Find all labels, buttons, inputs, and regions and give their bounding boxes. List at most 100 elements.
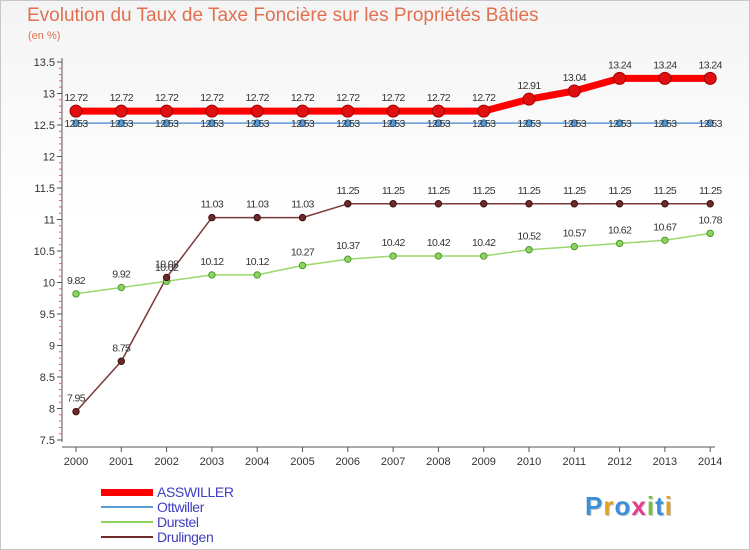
data-label-durstel: 10.12 [246,256,270,268]
proxiti-logo: Proxiti [585,491,673,522]
data-label-asswiller: 12.72 [427,92,451,104]
unit-label: (en %) [28,30,61,42]
data-point-drulingen [615,200,624,208]
data-point-durstel [480,252,488,260]
data-point-durstel [253,271,261,279]
data-point-durstel [298,261,307,270]
x-tick-label: 2000 [64,456,88,468]
data-point-drulingen [117,357,126,365]
data-point-durstel [117,283,126,292]
data-point-asswiller [160,104,174,118]
data-label-asswiller: 12.72 [155,92,179,104]
data-point-drulingen [253,213,261,222]
x-tick-label: 2013 [653,456,677,468]
data-point-drulingen [389,200,397,208]
x-tick-label: 2004 [245,456,269,468]
data-point-durstel [208,271,216,279]
data-label-durstel: 10.02 [155,262,179,274]
logo-letter: r [603,491,615,521]
data-label-asswiller: 13.24 [699,59,723,71]
data-point-asswiller [386,104,400,118]
y-tick-label: 8.5 [40,372,55,384]
data-label-drulingen: 11.03 [291,199,314,211]
data-label-drulingen: 10.08 [155,258,179,270]
data-point-drulingen [434,200,443,208]
data-point-drulingen [298,213,307,222]
data-point-asswiller [522,92,536,106]
legend-label-asswiller: ASSWILLER [157,484,234,500]
data-label-ottwiller: 12.53 [291,118,315,130]
data-label-durstel: 10.42 [381,237,405,249]
data-label-ottwiller: 12.53 [110,118,134,130]
y-tick-label: 13 [43,89,55,101]
y-tick-label: 12.5 [34,120,55,132]
data-label-durstel: 10.27 [291,246,315,258]
data-label-durstel: 10.57 [563,228,587,240]
data-label-ottwiller: 12.53 [381,118,405,130]
data-label-ottwiller: 12.53 [200,118,224,130]
x-tick-label: 2014 [698,456,722,468]
data-point-ottwiller [344,119,352,127]
x-tick-label: 2005 [290,456,314,468]
x-tick-label: 2010 [517,456,541,468]
series-points [69,71,717,416]
logo-letter: t [655,491,665,521]
logo-letter: P [585,491,604,521]
logo-letter: o [614,491,632,521]
data-label-ottwiller: 12.53 [427,118,451,130]
x-tick-label: 2003 [200,456,224,468]
data-label-ottwiller: 12.53 [155,118,179,130]
data-label-ottwiller: 12.53 [563,118,587,130]
data-label-durstel: 9.92 [112,269,131,281]
data-point-ottwiller [253,119,261,127]
data-label-asswiller: 12.72 [291,92,315,104]
data-label-ottwiller: 12.53 [336,118,360,130]
y-tick-label: 10 [43,278,55,290]
data-label-durstel: 10.37 [336,240,360,252]
data-label-asswiller: 12.72 [200,92,224,104]
data-point-asswiller [431,104,445,118]
data-labels: 12.53 12.53 12.53 12.53 12.53 12.53 12.53 12.53… [64,59,723,405]
data-label-drulingen: 11.25 [654,185,677,197]
data-label-durstel: 10.42 [427,237,451,249]
data-point-durstel [434,252,443,260]
y-tick-label: 9.5 [40,309,55,321]
data-label-ottwiller: 12.53 [653,118,677,130]
data-point-asswiller [250,104,264,118]
legend-label-ottwiller: Ottwiller [157,499,204,515]
data-point-asswiller [567,84,581,98]
data-point-asswiller [613,71,627,85]
data-label-drulingen: 11.25 [518,185,541,197]
data-point-asswiller [69,104,83,118]
data-label-ottwiller: 12.53 [472,118,496,130]
legend-swatch-ottwiller [101,506,153,508]
data-point-durstel [389,252,397,260]
data-point-drulingen [344,200,352,208]
data-point-drulingen [570,200,578,208]
data-point-ottwiller [162,119,171,127]
data-label-drulingen: 11.25 [608,185,631,197]
data-point-durstel [344,255,352,263]
y-tick-label: 11 [44,215,55,227]
data-point-durstel [570,242,578,251]
data-point-ottwiller [525,119,533,127]
data-label-asswiller: 12.72 [336,92,360,104]
data-label-ottwiller: 12.53 [608,118,632,130]
data-point-ottwiller [298,119,307,127]
data-label-drulingen: 11.25 [427,185,450,197]
x-tick-label: 2006 [336,456,360,468]
logo-letter: i [664,491,673,521]
data-point-drulingen [208,213,216,222]
legend-swatch-durstel [101,521,153,523]
y-tick-label: 13.5 [34,57,55,69]
data-label-drulingen: 11.25 [563,185,586,197]
data-label-durstel: 10.42 [472,237,496,249]
data-point-ottwiller [389,119,397,127]
data-label-drulingen: 11.25 [337,185,360,197]
data-point-durstel [661,236,669,244]
data-label-drulingen: 7.95 [67,393,86,405]
data-point-asswiller [296,104,309,118]
data-point-ottwiller [72,119,80,127]
